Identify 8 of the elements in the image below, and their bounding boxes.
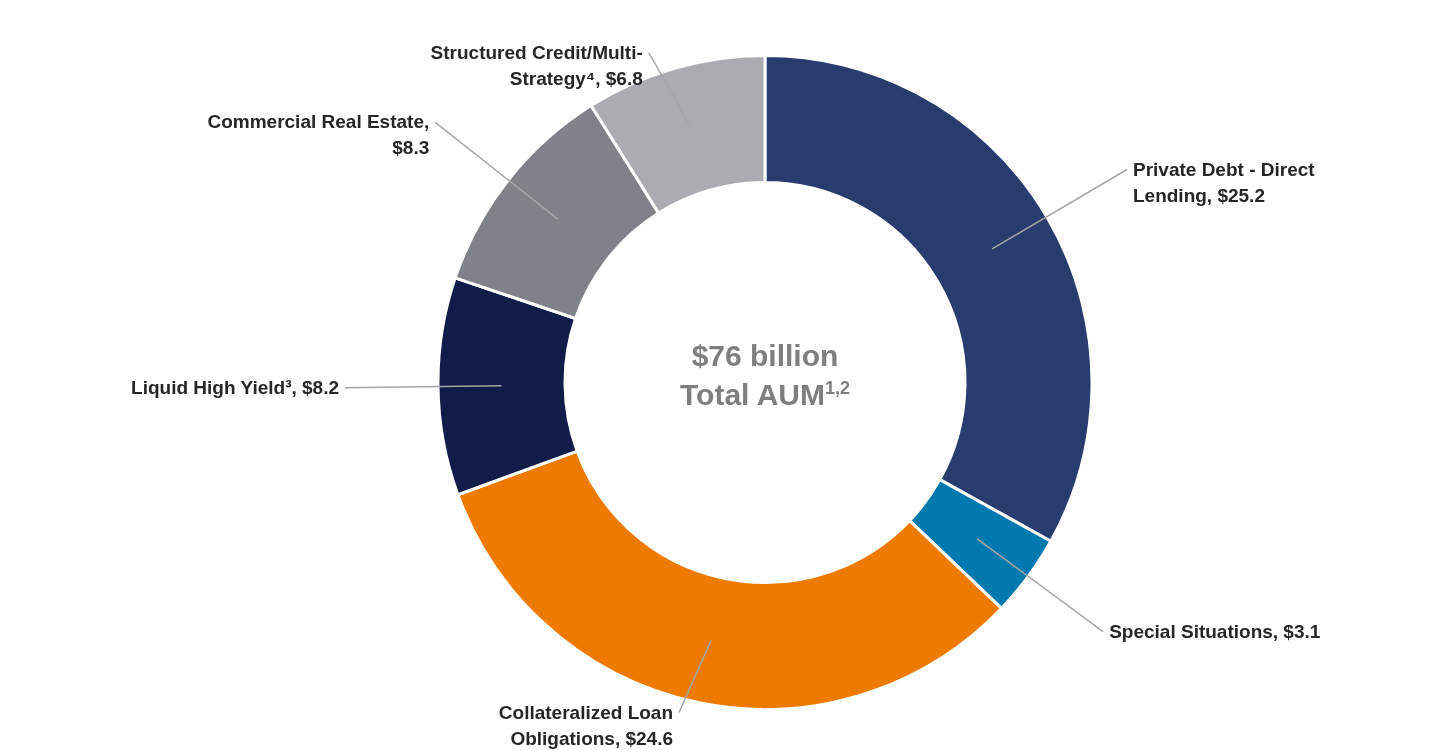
slice-label: Commercial Real Estate, $8.3 — [207, 111, 430, 159]
text: Total AUM$^{1,2}$ — [679, 377, 851, 413]
slice-label: Special Situations, $3.1 — [1109, 620, 1321, 642]
slice-label: Liquid High Yield³, $8.2 — [131, 376, 340, 398]
text: $76 billion — [690, 338, 840, 374]
slice-label: Collateralized Loan Obligations, $24.6 — [498, 701, 674, 749]
slice-label: Private Debt - Direct Lending, $25.2 — [1132, 158, 1316, 206]
slice-label: Structured Credit/Multi-Strategy⁴, $6.8 — [430, 41, 643, 89]
